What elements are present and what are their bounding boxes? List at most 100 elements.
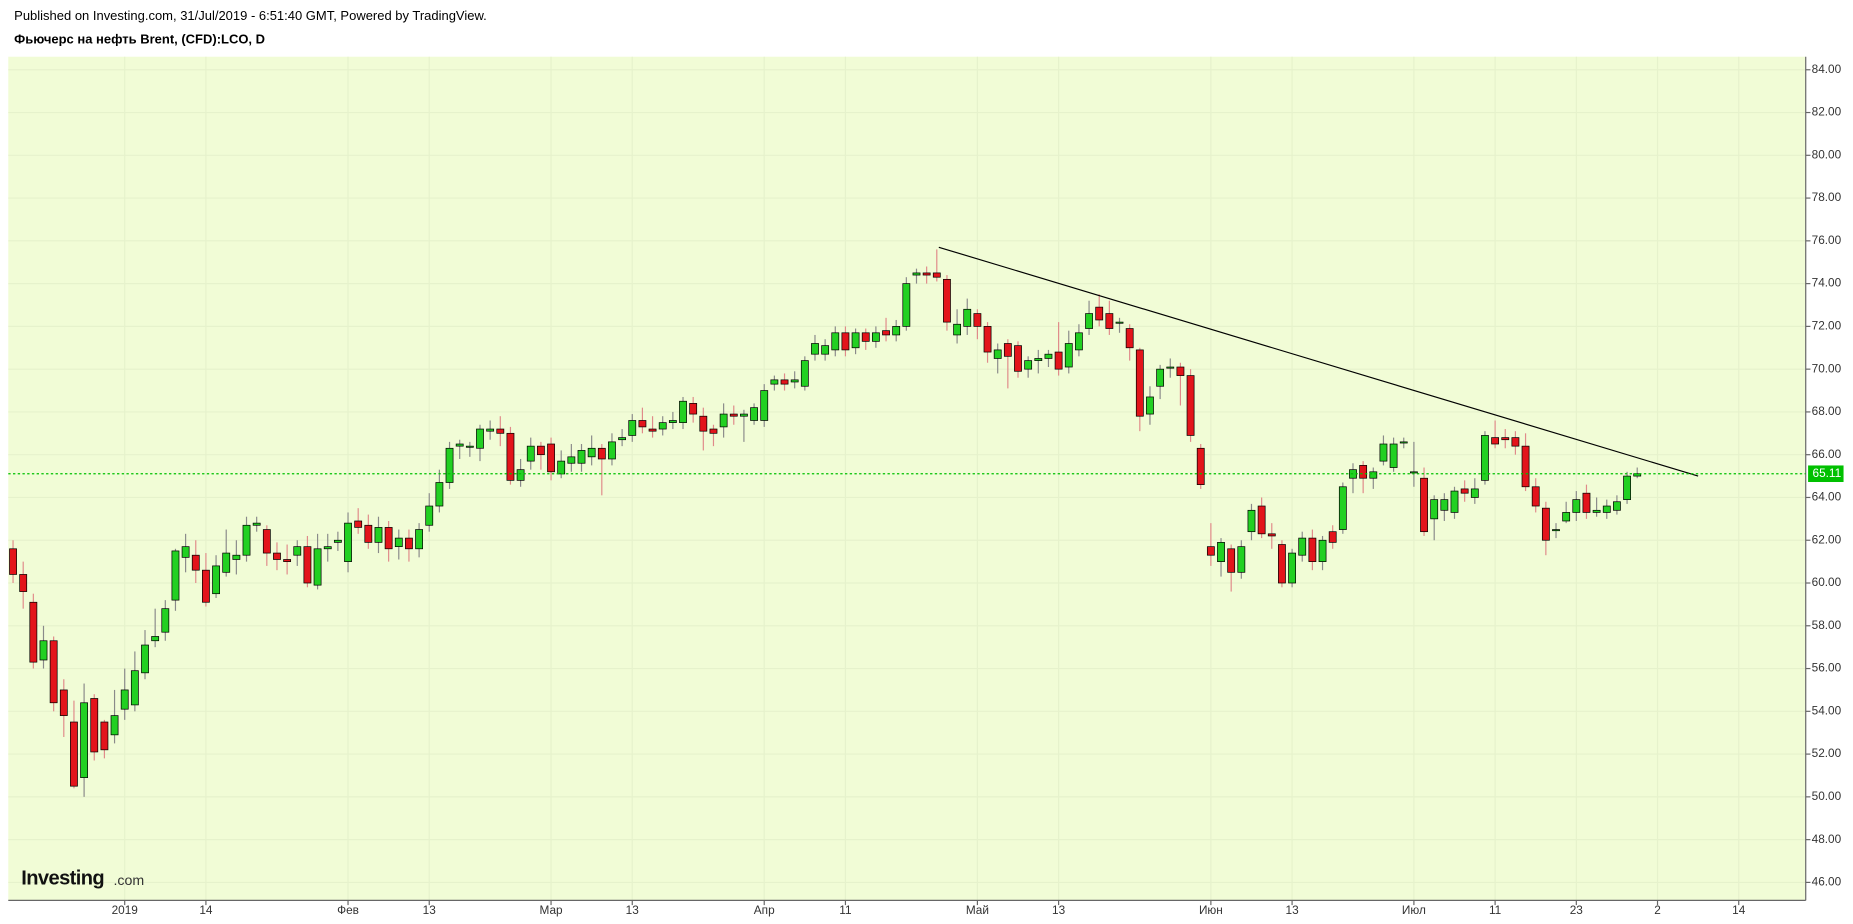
symbol-title: Фьючерс на нефть Brent, (CFD):LCO, D <box>14 32 265 47</box>
candle-body <box>861 332 870 342</box>
trendline <box>938 246 1699 477</box>
candle-body <box>39 640 48 661</box>
candle-body <box>1166 366 1175 369</box>
candle-body <box>273 552 281 560</box>
candle-body <box>1633 473 1642 477</box>
candle-body <box>354 520 363 528</box>
y-tick-label: 54.00 <box>1812 703 1842 717</box>
candle-body <box>1156 368 1165 387</box>
candle-body <box>973 313 982 327</box>
candle-body <box>161 608 170 633</box>
candle-body <box>993 349 1002 359</box>
candle-body <box>59 689 68 716</box>
candle-body <box>1318 539 1327 562</box>
candle-body <box>668 420 677 423</box>
candle-body <box>1521 445 1530 488</box>
candle-body <box>587 447 596 458</box>
candle-body <box>19 574 28 592</box>
candle-body <box>1420 477 1428 533</box>
price-label: 65.11 <box>1813 466 1842 480</box>
candle-body <box>80 702 89 778</box>
y-tick-label: 68.00 <box>1812 404 1842 418</box>
y-tick-label: 66.00 <box>1812 447 1842 461</box>
candle-body <box>506 432 515 481</box>
candle-body <box>1552 529 1560 532</box>
candle-body <box>1592 509 1601 513</box>
candle-body <box>689 403 698 415</box>
candle-body <box>709 428 718 434</box>
candle-body <box>638 420 647 428</box>
candle-body <box>658 422 667 430</box>
candle-body <box>679 400 687 423</box>
candle-body <box>1399 441 1408 444</box>
candle-body <box>983 326 992 353</box>
candle-body <box>1369 471 1378 479</box>
candle-body <box>1064 343 1073 368</box>
candle-body <box>1613 501 1621 511</box>
candle-body <box>597 447 606 460</box>
candle-body <box>1511 437 1520 447</box>
candle-body <box>1623 475 1631 500</box>
candle-body <box>902 283 911 327</box>
candle-body <box>1288 552 1296 584</box>
candle-body <box>841 332 850 351</box>
x-tick-label: Апр <box>754 903 775 917</box>
x-tick-label: 2019 <box>112 903 138 917</box>
candle-body <box>719 413 728 428</box>
candle-body <box>130 670 139 706</box>
candle-body <box>9 548 17 575</box>
candle-body <box>567 456 576 464</box>
candle-body <box>70 721 78 787</box>
x-tick-label: 13 <box>1052 903 1066 917</box>
candle-body <box>1278 544 1286 584</box>
candle-body <box>313 548 322 586</box>
plot-area: 46.00 48.00 50.00 52.00 54.00 56.00 58.00 60.00… <box>8 56 1844 917</box>
candle-body <box>252 522 261 526</box>
candle-body <box>1481 435 1489 481</box>
x-tick-label: 13 <box>626 903 640 917</box>
candle-body <box>811 343 819 355</box>
candle-body <box>364 524 373 543</box>
candle-body <box>932 272 941 278</box>
candle-body <box>415 529 423 550</box>
candle-body <box>892 326 901 336</box>
candle-body <box>293 546 302 556</box>
candle-body <box>800 360 809 387</box>
candle-body <box>445 447 454 483</box>
published-line: Published on Investing.com, 31/Jul/2019 … <box>14 8 487 23</box>
candle-body <box>1146 396 1154 415</box>
candle-body <box>344 522 352 562</box>
candle-body <box>1075 332 1083 351</box>
x-tick-label: 11 <box>1489 903 1501 917</box>
candle-body <box>1359 465 1368 479</box>
candle-body <box>537 445 545 456</box>
y-tick-label: 48.00 <box>1812 832 1842 846</box>
candle-body <box>628 420 637 436</box>
y-tick-label: 60.00 <box>1812 575 1842 589</box>
candle-body <box>1328 531 1337 543</box>
x-tick-label: 13 <box>423 903 437 917</box>
candle-body <box>1430 499 1439 520</box>
y-tick-label: 72.00 <box>1812 319 1842 333</box>
candle-body <box>333 539 342 543</box>
candle-body <box>1176 366 1185 376</box>
candle-body <box>953 323 961 336</box>
candle-body <box>516 469 525 481</box>
candle-body <box>1450 490 1459 513</box>
x-tick-label: Мар <box>540 903 564 917</box>
candle-body <box>1257 505 1266 535</box>
candle-body <box>1014 345 1022 372</box>
candle-body <box>1531 486 1540 507</box>
candle-body <box>323 546 332 550</box>
candle-body <box>1541 507 1550 541</box>
candle-body <box>750 407 758 421</box>
candle-body <box>181 546 190 558</box>
candle-body <box>232 554 241 560</box>
logo-name: Investing <box>21 867 104 889</box>
price-label-box <box>1808 465 1844 483</box>
y-tick-label: 64.00 <box>1812 490 1842 504</box>
candle-body <box>1206 546 1215 556</box>
candle-body <box>222 552 231 573</box>
x-tick-label: 23 <box>1570 903 1584 917</box>
